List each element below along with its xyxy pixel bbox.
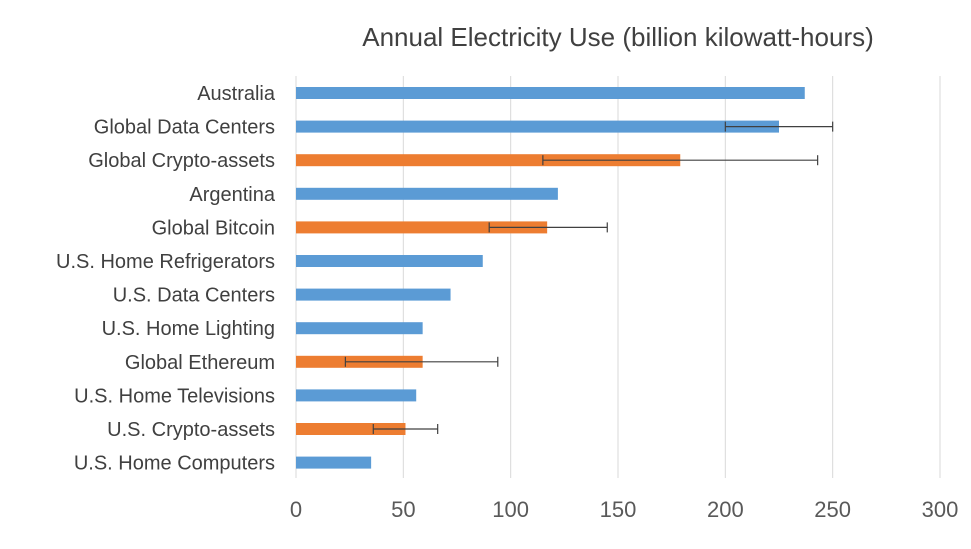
x-tick-label: 200 [707, 497, 744, 522]
error-bar [344, 356, 499, 367]
x-tick-label: 250 [814, 497, 851, 522]
category-labels: Australia Global Data Centers Global Crypt… [56, 83, 276, 475]
x-tick-label: 150 [600, 497, 637, 522]
bar-u-s-home-televisions [296, 389, 417, 402]
chart-title: Annual Electricity Use (billion kilowatt… [362, 22, 874, 52]
category-label: Global Data Centers [94, 117, 275, 139]
category-label: Australia [197, 83, 276, 105]
category-label: Global Crypto-assets [88, 150, 275, 172]
error-bar [372, 424, 439, 434]
bar-global-crypto-assets [296, 154, 681, 167]
error-bar [724, 121, 834, 132]
category-label: U.S. Home Lighting [102, 318, 275, 340]
bar-u-s-home-lighting [296, 322, 423, 335]
bar-australia [296, 87, 805, 99]
gridlines [295, 76, 941, 478]
category-label: Argentina [189, 184, 275, 206]
category-label: U.S. Data Centers [113, 285, 275, 307]
bar-argentina [296, 187, 558, 200]
x-tick-label: 100 [492, 497, 529, 522]
x-axis-ticks: 0 50 100 150 200 250 300 [290, 497, 958, 522]
error-bar [542, 155, 819, 166]
bar-u-s-data-centers [296, 288, 451, 301]
error-bar [488, 222, 608, 233]
bar-u-s-home-refrigerators [296, 255, 483, 267]
x-tick-label: 0 [290, 497, 302, 522]
category-label: U.S. Crypto-assets [107, 419, 275, 441]
error-bars [344, 121, 834, 434]
bar-u-s-crypto-assets [296, 423, 406, 435]
bar-global-bitcoin [296, 221, 548, 234]
bars [296, 87, 805, 469]
category-label: U.S. Home Refrigerators [56, 251, 275, 273]
category-label: Global Bitcoin [152, 217, 275, 239]
bar-u-s-home-computers [296, 456, 372, 469]
category-label: U.S. Home Computers [74, 453, 275, 475]
bar-global-data-centers [296, 120, 779, 133]
category-label: Global Ethereum [125, 352, 275, 374]
x-tick-label: 50 [391, 497, 415, 522]
category-label: U.S. Home Televisions [74, 385, 275, 407]
x-tick-label: 300 [922, 497, 959, 522]
